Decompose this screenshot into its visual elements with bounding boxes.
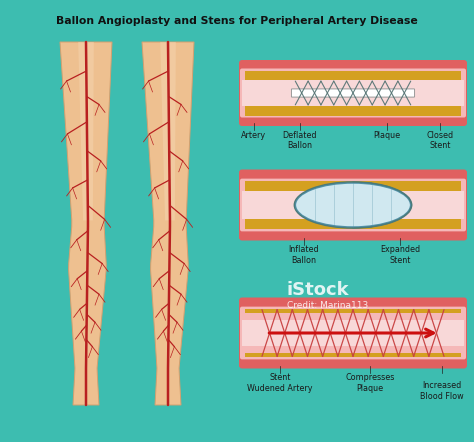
FancyBboxPatch shape (292, 89, 415, 97)
FancyBboxPatch shape (242, 191, 464, 219)
FancyBboxPatch shape (245, 71, 461, 80)
FancyBboxPatch shape (245, 353, 461, 358)
Polygon shape (160, 42, 176, 221)
FancyBboxPatch shape (240, 307, 466, 359)
FancyBboxPatch shape (239, 169, 467, 240)
FancyBboxPatch shape (245, 181, 461, 191)
Text: Ballon Angioplasty and Stens for Peripheral Artery Disease: Ballon Angioplasty and Stens for Periphe… (56, 16, 418, 26)
Text: Artery: Artery (241, 131, 266, 140)
FancyBboxPatch shape (245, 219, 461, 229)
Polygon shape (60, 42, 112, 405)
FancyBboxPatch shape (240, 179, 466, 231)
FancyBboxPatch shape (245, 106, 461, 115)
Text: Stent
Wudened Artery: Stent Wudened Artery (247, 373, 313, 393)
Text: Deflated
Ballon: Deflated Ballon (283, 131, 317, 150)
Polygon shape (142, 42, 194, 405)
Text: Plaque: Plaque (374, 131, 401, 140)
FancyBboxPatch shape (239, 60, 467, 126)
Ellipse shape (295, 183, 410, 227)
FancyBboxPatch shape (245, 309, 461, 313)
Polygon shape (78, 42, 94, 221)
Text: Inflated
Ballon: Inflated Ballon (289, 245, 319, 265)
FancyBboxPatch shape (242, 80, 464, 106)
FancyBboxPatch shape (240, 69, 466, 118)
Text: Increased
Blood Flow: Increased Blood Flow (420, 381, 464, 401)
Text: Closed
Stent: Closed Stent (427, 131, 454, 150)
Text: Credit: Marina113: Credit: Marina113 (287, 301, 368, 309)
Text: Expanded
Stent: Expanded Stent (380, 245, 420, 265)
FancyBboxPatch shape (242, 320, 464, 346)
Text: Compresses
Plaque: Compresses Plaque (346, 373, 395, 393)
FancyBboxPatch shape (239, 297, 467, 369)
Text: iStock: iStock (287, 281, 350, 299)
